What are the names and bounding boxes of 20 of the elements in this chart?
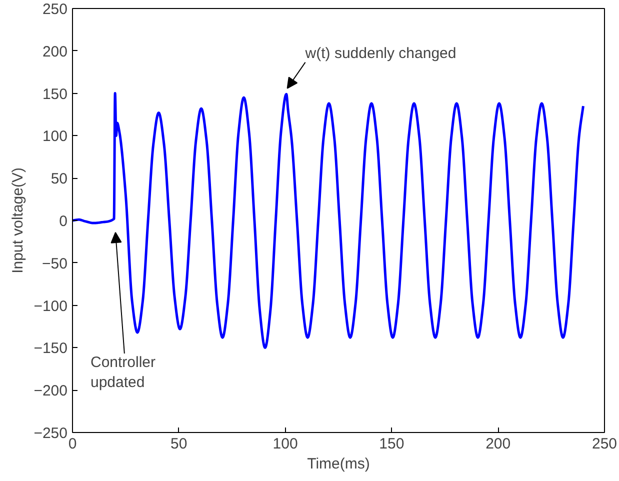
annotation: w(t) suddenly changed	[304, 44, 456, 62]
y-tick-label: 50	[50, 170, 68, 188]
y-tick-label: −250	[34, 425, 68, 442]
x-axis-title: Time(ms)	[307, 456, 370, 472]
y-tick-label: 200	[42, 43, 68, 60]
x-tick-label: 200	[486, 436, 511, 452]
y-tick-label: 150	[42, 86, 68, 103]
x-tick-label: 150	[379, 436, 404, 452]
y-tick-label: 100	[42, 128, 68, 146]
y-tick-label: 0	[59, 213, 68, 230]
x-tick-label: 250	[592, 436, 618, 452]
y-tick-label: −150	[34, 340, 68, 358]
annotation: Controller updated	[90, 354, 156, 392]
y-tick-label: −100	[34, 298, 68, 315]
y-tick-label: 250	[42, 1, 68, 18]
y-tick-label: −50	[42, 255, 68, 272]
x-tick-label: 50	[170, 436, 188, 452]
x-tick-label: 100	[272, 436, 298, 452]
y-tick-label: −200	[34, 382, 68, 400]
y-axis-title: Input voltage(V)	[10, 168, 27, 274]
